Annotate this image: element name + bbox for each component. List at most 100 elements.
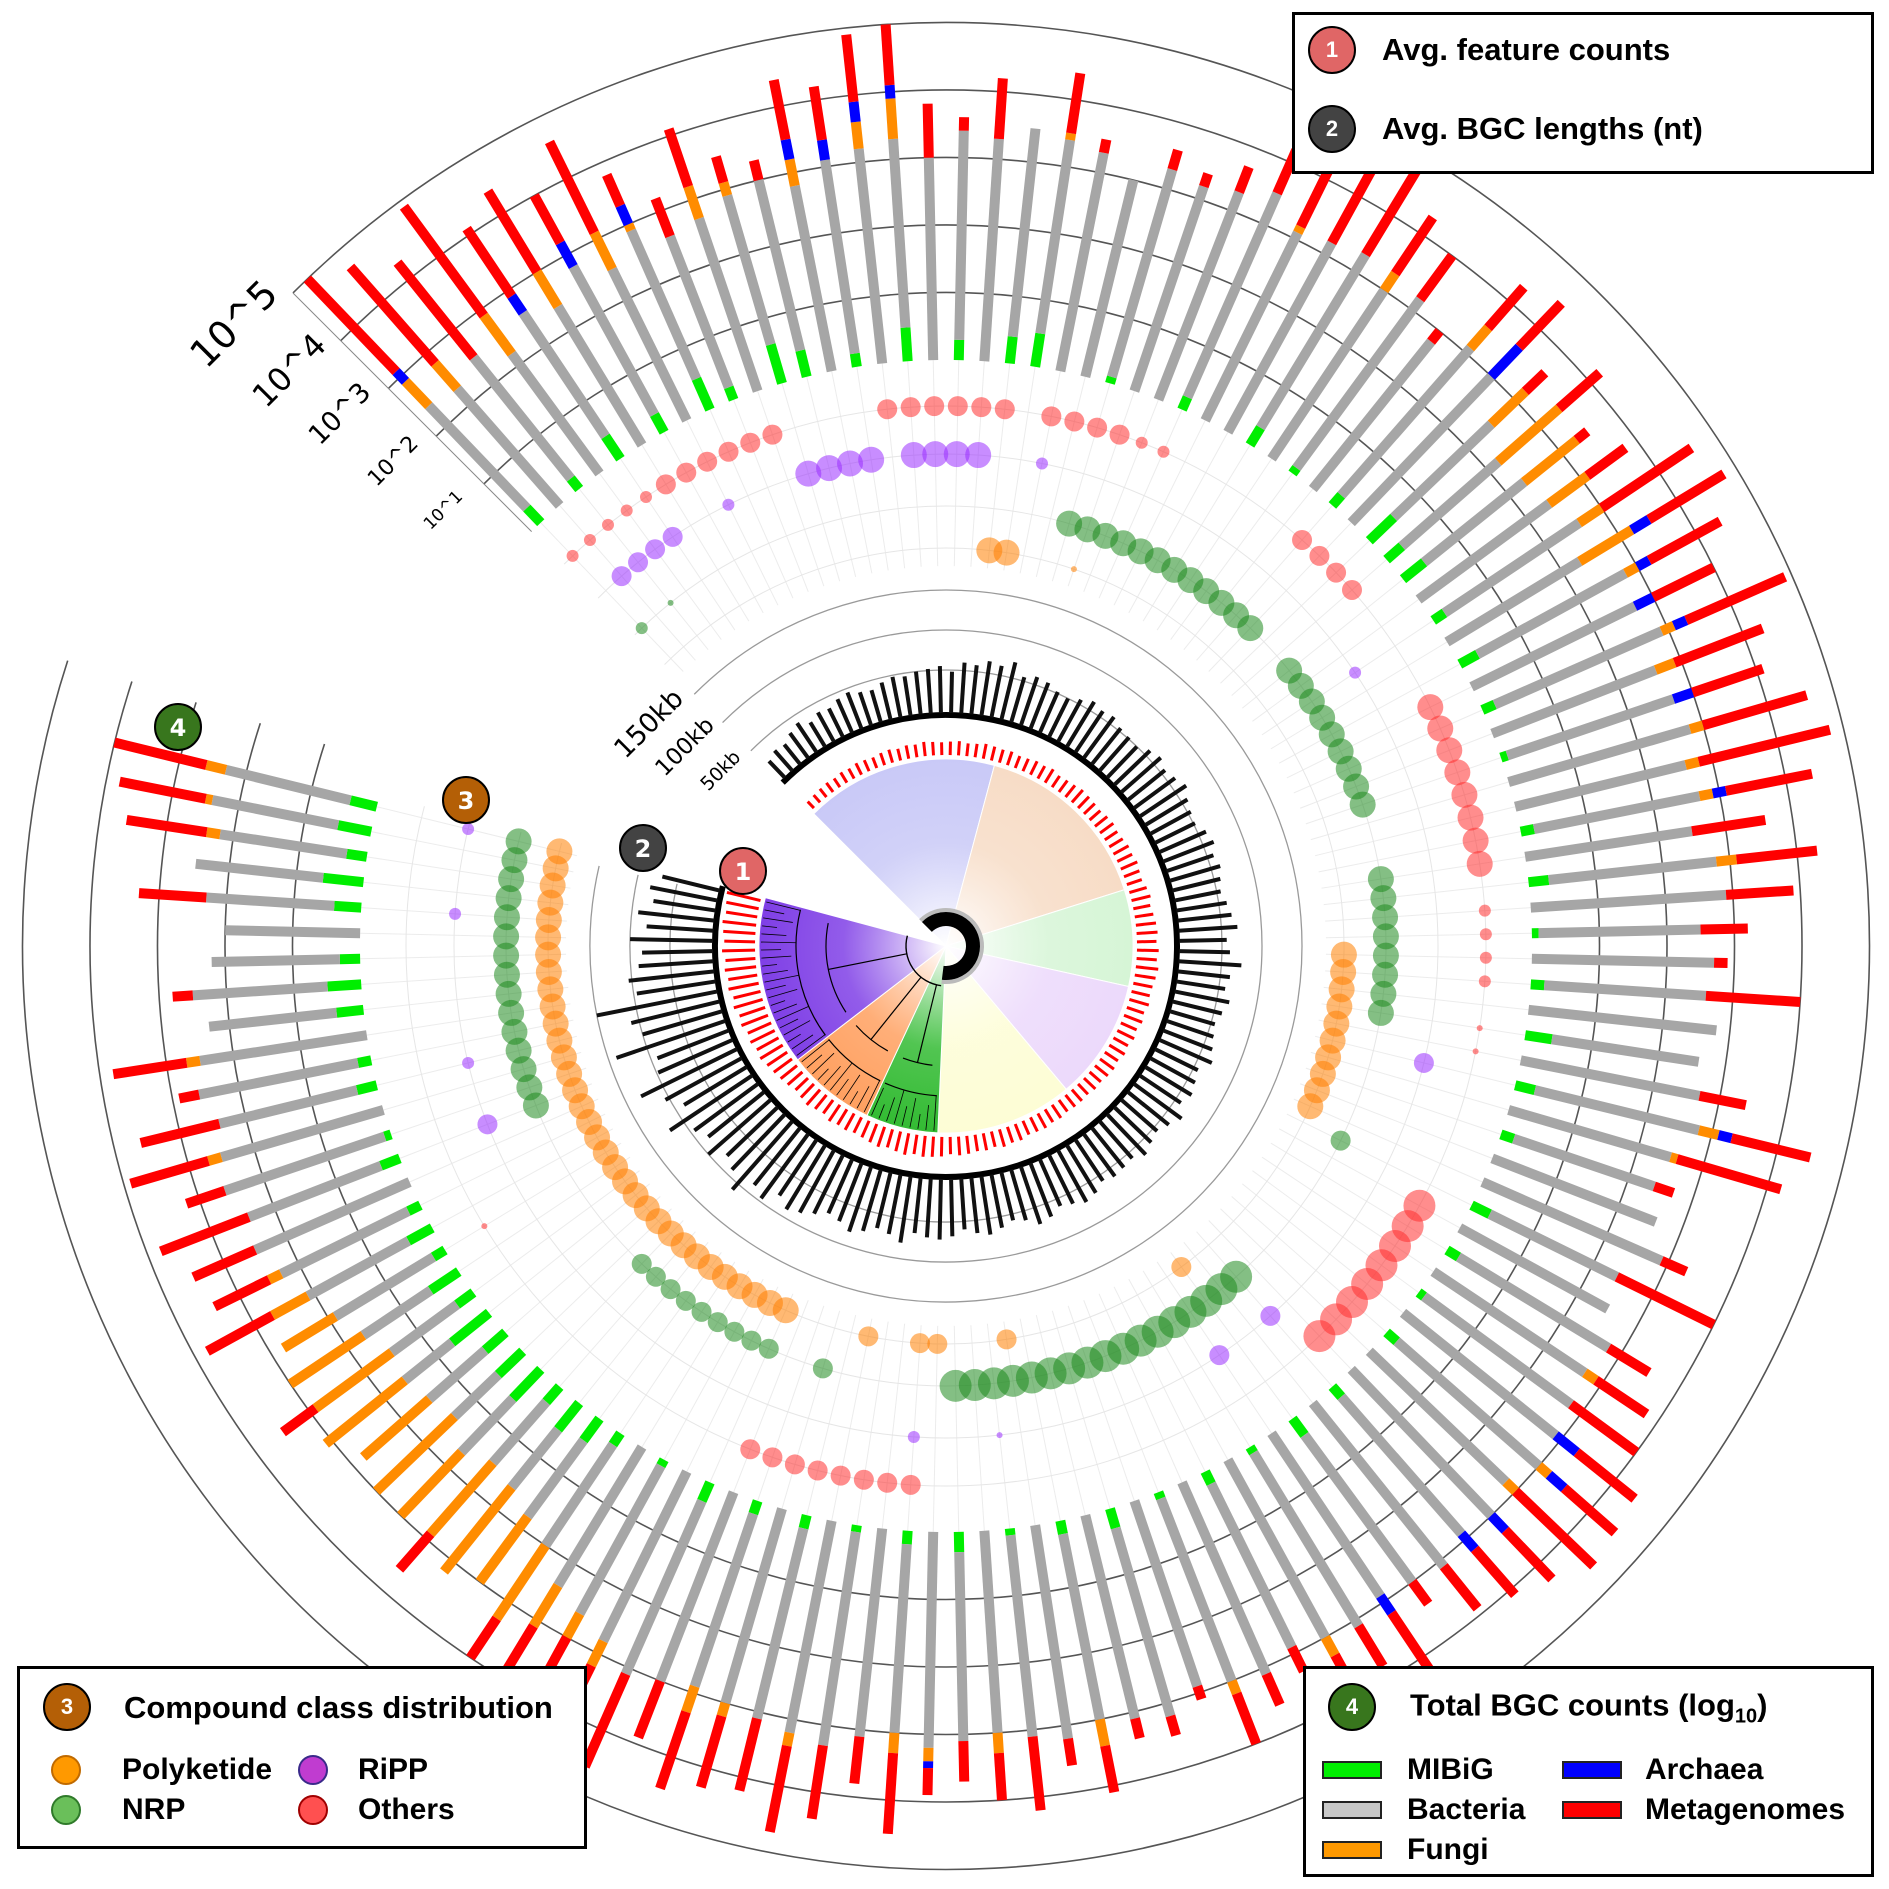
feature-count-bar — [965, 743, 970, 757]
bgc-length-bar — [979, 661, 992, 717]
mibig-bar-segment — [1004, 1527, 1016, 1536]
bgc-length-bar — [1177, 912, 1232, 923]
metagenomes-bar-segment — [1387, 1610, 1434, 1672]
feature-count-bar — [1135, 965, 1159, 971]
feature-count-bar — [724, 965, 757, 972]
feature-count-bar — [1021, 758, 1030, 772]
fungi-bar-segment — [1065, 132, 1077, 141]
fungi-bar-segment — [1581, 1368, 1599, 1385]
nrp-dot — [812, 1358, 833, 1379]
nrp-swatch — [51, 1795, 81, 1825]
grid-spoke — [1098, 1293, 1183, 1483]
fungi-bar-segment — [479, 312, 516, 357]
mibig-bar-segment — [1499, 750, 1509, 763]
length-baseline-ring — [712, 712, 1180, 1180]
fungi-bar-segment — [1623, 562, 1640, 578]
grid-spoke — [733, 1299, 809, 1493]
feature-count-bar — [931, 741, 936, 756]
bgc-length-bar — [969, 1177, 980, 1234]
metagenomes-bar-segment — [1192, 1684, 1207, 1701]
bacteria-bar-segment — [1512, 1133, 1656, 1192]
bgc-length-bar — [845, 691, 864, 730]
legend-badge-4: 4 — [1328, 1683, 1376, 1731]
fungi-bar-segment — [1520, 435, 1580, 486]
bgc-length-bar — [1178, 949, 1230, 955]
nrp-dot — [1372, 942, 1399, 969]
fungi-bar-segment — [1546, 471, 1591, 508]
bgc-length-bar — [773, 749, 794, 773]
metagenomes-bar-segment — [113, 737, 208, 770]
metagenomes-bar-segment — [1484, 283, 1528, 332]
nrp-dot — [675, 1290, 696, 1311]
bgc-length-bar — [1098, 735, 1131, 773]
bacteria-bar-segment — [1200, 230, 1303, 423]
fungi-bar-segment — [1320, 1634, 1340, 1658]
bacteria-bar-segment — [453, 385, 564, 509]
tree-leaf-branch — [901, 1106, 908, 1126]
fungi-bar-segment — [440, 1484, 516, 1575]
bacteria-bar-segment — [1249, 1450, 1363, 1629]
metagenomes-bar-segment — [1416, 252, 1457, 303]
fungi-bar-segment — [401, 377, 433, 410]
feature-count-bar — [1029, 1116, 1039, 1133]
mibig-bar-segment — [1328, 1383, 1346, 1401]
metagenomes-bar-segment — [1098, 138, 1112, 154]
nrp-dot — [707, 1312, 728, 1333]
feature-count-bar — [930, 1136, 936, 1157]
grid-spoke — [1196, 505, 1333, 661]
bacteria-bar-segment — [450, 1370, 502, 1421]
grid-spoke — [1286, 1113, 1472, 1206]
metagenomes-bar-segment — [1568, 1400, 1640, 1457]
others-dot — [740, 432, 761, 453]
feature-count-bar — [1043, 768, 1055, 784]
bacteria-bar-segment — [1514, 760, 1687, 812]
mibig-bar-segment — [1328, 491, 1346, 509]
bgc-length-bar — [1175, 900, 1227, 913]
bgc-length-bar — [798, 1149, 836, 1214]
feature-count-bar — [832, 777, 842, 789]
others-dot — [947, 396, 968, 417]
metagenomes-bar-segment — [1598, 443, 1695, 513]
bgc-length-bar — [826, 1158, 854, 1215]
nrp-dot — [660, 1279, 681, 1300]
bacteria-bar-segment — [1393, 1337, 1543, 1470]
mibig-bar-segment — [849, 352, 862, 368]
others-dot — [924, 396, 945, 417]
mibig-bar-segment — [1105, 1507, 1121, 1530]
bgc-length-bar — [816, 711, 836, 743]
grid-spoke — [831, 1318, 873, 1521]
metagenomes-bar-segment — [849, 1735, 865, 1785]
bgc-length-bar — [693, 1082, 760, 1133]
grid-spoke — [986, 363, 1011, 569]
bgc-length-bar — [615, 1019, 727, 1060]
bacteria-bar-segment — [1551, 1034, 1700, 1067]
feature-count-bar — [772, 1057, 793, 1074]
bacteria-bar-segment — [1129, 184, 1209, 393]
grid-spoke — [361, 907, 567, 922]
feature-count-bar — [805, 1088, 822, 1106]
bgc-length-bar — [730, 1119, 794, 1191]
mibig-bar-segment — [656, 1457, 669, 1469]
bgc-length-bar — [683, 1065, 748, 1107]
fungi-bar-segment — [270, 1291, 311, 1320]
badge-number: 4 — [170, 714, 187, 742]
legend-compound-title: Compound class distribution — [124, 1690, 553, 1725]
metagenomes-bar-segment — [466, 1615, 501, 1661]
feature-count-bar — [904, 745, 911, 759]
bgc-length-bar — [656, 1028, 730, 1061]
feature-count-bar — [1094, 1064, 1109, 1078]
bacteria-bar-segment — [1531, 953, 1715, 968]
metagenomes-bar-segment — [346, 263, 439, 367]
others-dot — [620, 504, 633, 517]
fungi-bar-segment — [322, 1376, 408, 1448]
feature-count-bar — [740, 1013, 769, 1027]
bgc-length-bar — [782, 743, 802, 766]
bgc-length-bar — [1090, 727, 1123, 766]
feature-count-bar — [1134, 973, 1156, 980]
bacteria-bar-segment — [247, 1161, 383, 1222]
tree-branch — [870, 976, 922, 1040]
bgc-length-bar — [875, 1171, 893, 1229]
feature-count-bar — [1112, 844, 1130, 856]
mibig-bar-segment — [554, 1399, 584, 1433]
tree-core-collapsed — [921, 912, 980, 980]
